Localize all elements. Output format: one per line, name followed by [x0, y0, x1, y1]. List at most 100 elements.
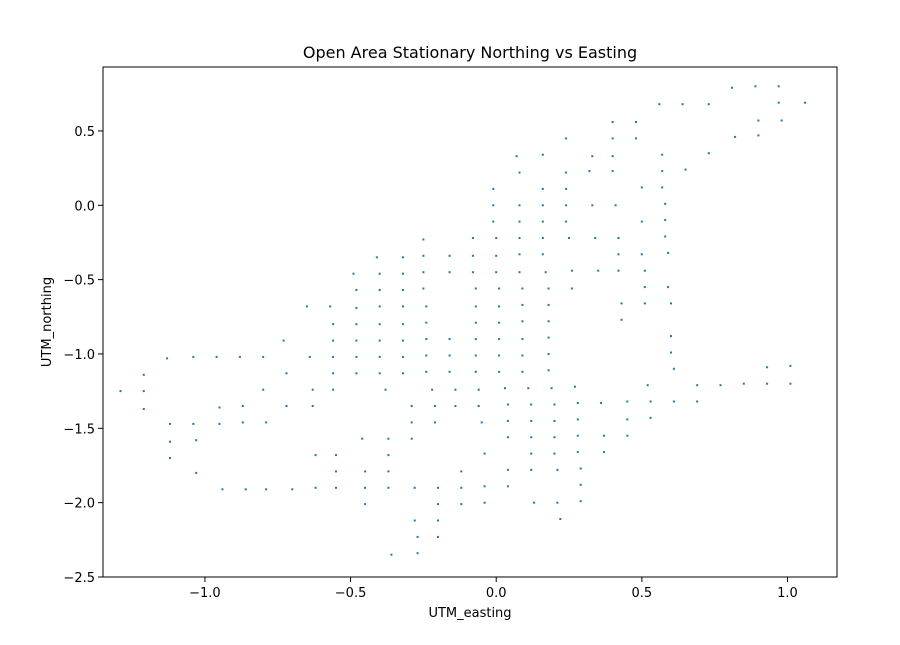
- data-point: [777, 85, 780, 88]
- data-point: [789, 364, 792, 367]
- data-point: [521, 303, 524, 306]
- data-point: [635, 137, 637, 140]
- data-point: [460, 503, 463, 506]
- data-point: [518, 271, 521, 274]
- data-point: [521, 320, 524, 323]
- data-point: [425, 370, 428, 373]
- y-tick-label: 0.0: [74, 199, 95, 214]
- data-point: [506, 436, 509, 439]
- data-point: [498, 321, 501, 324]
- data-point: [314, 486, 317, 489]
- data-point: [777, 101, 780, 104]
- data-point: [437, 503, 439, 506]
- data-point: [244, 488, 247, 491]
- data-point: [533, 501, 536, 504]
- data-point: [410, 405, 413, 407]
- data-point: [649, 416, 652, 419]
- data-point: [410, 437, 413, 440]
- data-point: [434, 405, 436, 407]
- data-point: [192, 422, 195, 425]
- data-point: [757, 119, 760, 122]
- data-point: [402, 272, 404, 275]
- y-tick-label: −1.0: [63, 348, 95, 363]
- data-point: [454, 405, 457, 407]
- data-point: [402, 289, 404, 291]
- x-tick-label: 0.5: [632, 586, 653, 601]
- data-point: [603, 434, 605, 437]
- data-point: [530, 468, 533, 471]
- data-point: [547, 353, 550, 355]
- data-point: [387, 486, 390, 489]
- data-point: [416, 552, 419, 555]
- data-point: [553, 403, 556, 406]
- data-point: [804, 101, 806, 104]
- data-point: [474, 305, 477, 308]
- data-point: [565, 204, 568, 207]
- data-point: [492, 187, 495, 190]
- data-point: [591, 155, 594, 158]
- data-point: [515, 155, 518, 158]
- data-point: [611, 155, 614, 158]
- data-point: [169, 440, 171, 443]
- data-point: [696, 400, 699, 403]
- data-point: [332, 339, 335, 342]
- data-point: [265, 488, 268, 491]
- data-point: [626, 434, 629, 437]
- data-point: [521, 370, 524, 373]
- data-point: [361, 437, 364, 440]
- data-point: [378, 305, 381, 308]
- data-point: [626, 400, 629, 403]
- data-point: [670, 335, 672, 338]
- data-point: [387, 437, 390, 440]
- data-point: [437, 486, 439, 489]
- data-point: [375, 256, 378, 259]
- data-point: [579, 500, 582, 503]
- data-point: [425, 305, 428, 308]
- data-point: [378, 355, 381, 358]
- data-point: [471, 271, 474, 274]
- data-point: [541, 253, 544, 256]
- data-point: [547, 303, 550, 306]
- data-point: [332, 388, 335, 391]
- data-point: [719, 384, 722, 387]
- data-point: [378, 372, 381, 375]
- data-point: [460, 486, 463, 489]
- data-point: [355, 306, 358, 309]
- data-point: [119, 390, 122, 393]
- data-point: [553, 419, 556, 422]
- data-point: [314, 454, 317, 457]
- data-point: [495, 237, 498, 239]
- data-point: [550, 387, 553, 390]
- data-point: [661, 186, 664, 189]
- y-tick-label: −1.5: [63, 422, 95, 437]
- plot-frame: [102, 66, 838, 578]
- data-point: [448, 254, 451, 257]
- data-point: [541, 187, 544, 190]
- data-point: [474, 287, 477, 290]
- data-point: [413, 519, 416, 522]
- data-point: [483, 452, 486, 455]
- data-point: [431, 388, 434, 391]
- data-point: [780, 119, 783, 122]
- data-point: [731, 86, 734, 89]
- data-point: [576, 418, 579, 421]
- data-point: [576, 402, 579, 404]
- data-point: [355, 339, 358, 342]
- data-point: [262, 388, 265, 391]
- data-point: [541, 153, 544, 156]
- data-point: [355, 355, 358, 358]
- data-point: [664, 219, 667, 222]
- data-point: [681, 103, 684, 106]
- data-point: [262, 355, 265, 358]
- data-point: [282, 339, 285, 342]
- data-point: [425, 354, 428, 357]
- data-point: [422, 238, 425, 241]
- data-point: [504, 387, 506, 390]
- data-point: [565, 220, 568, 223]
- data-point: [387, 470, 390, 473]
- data-point: [603, 451, 605, 454]
- data-point: [521, 287, 524, 290]
- data-point: [664, 235, 667, 238]
- data-point: [416, 535, 419, 538]
